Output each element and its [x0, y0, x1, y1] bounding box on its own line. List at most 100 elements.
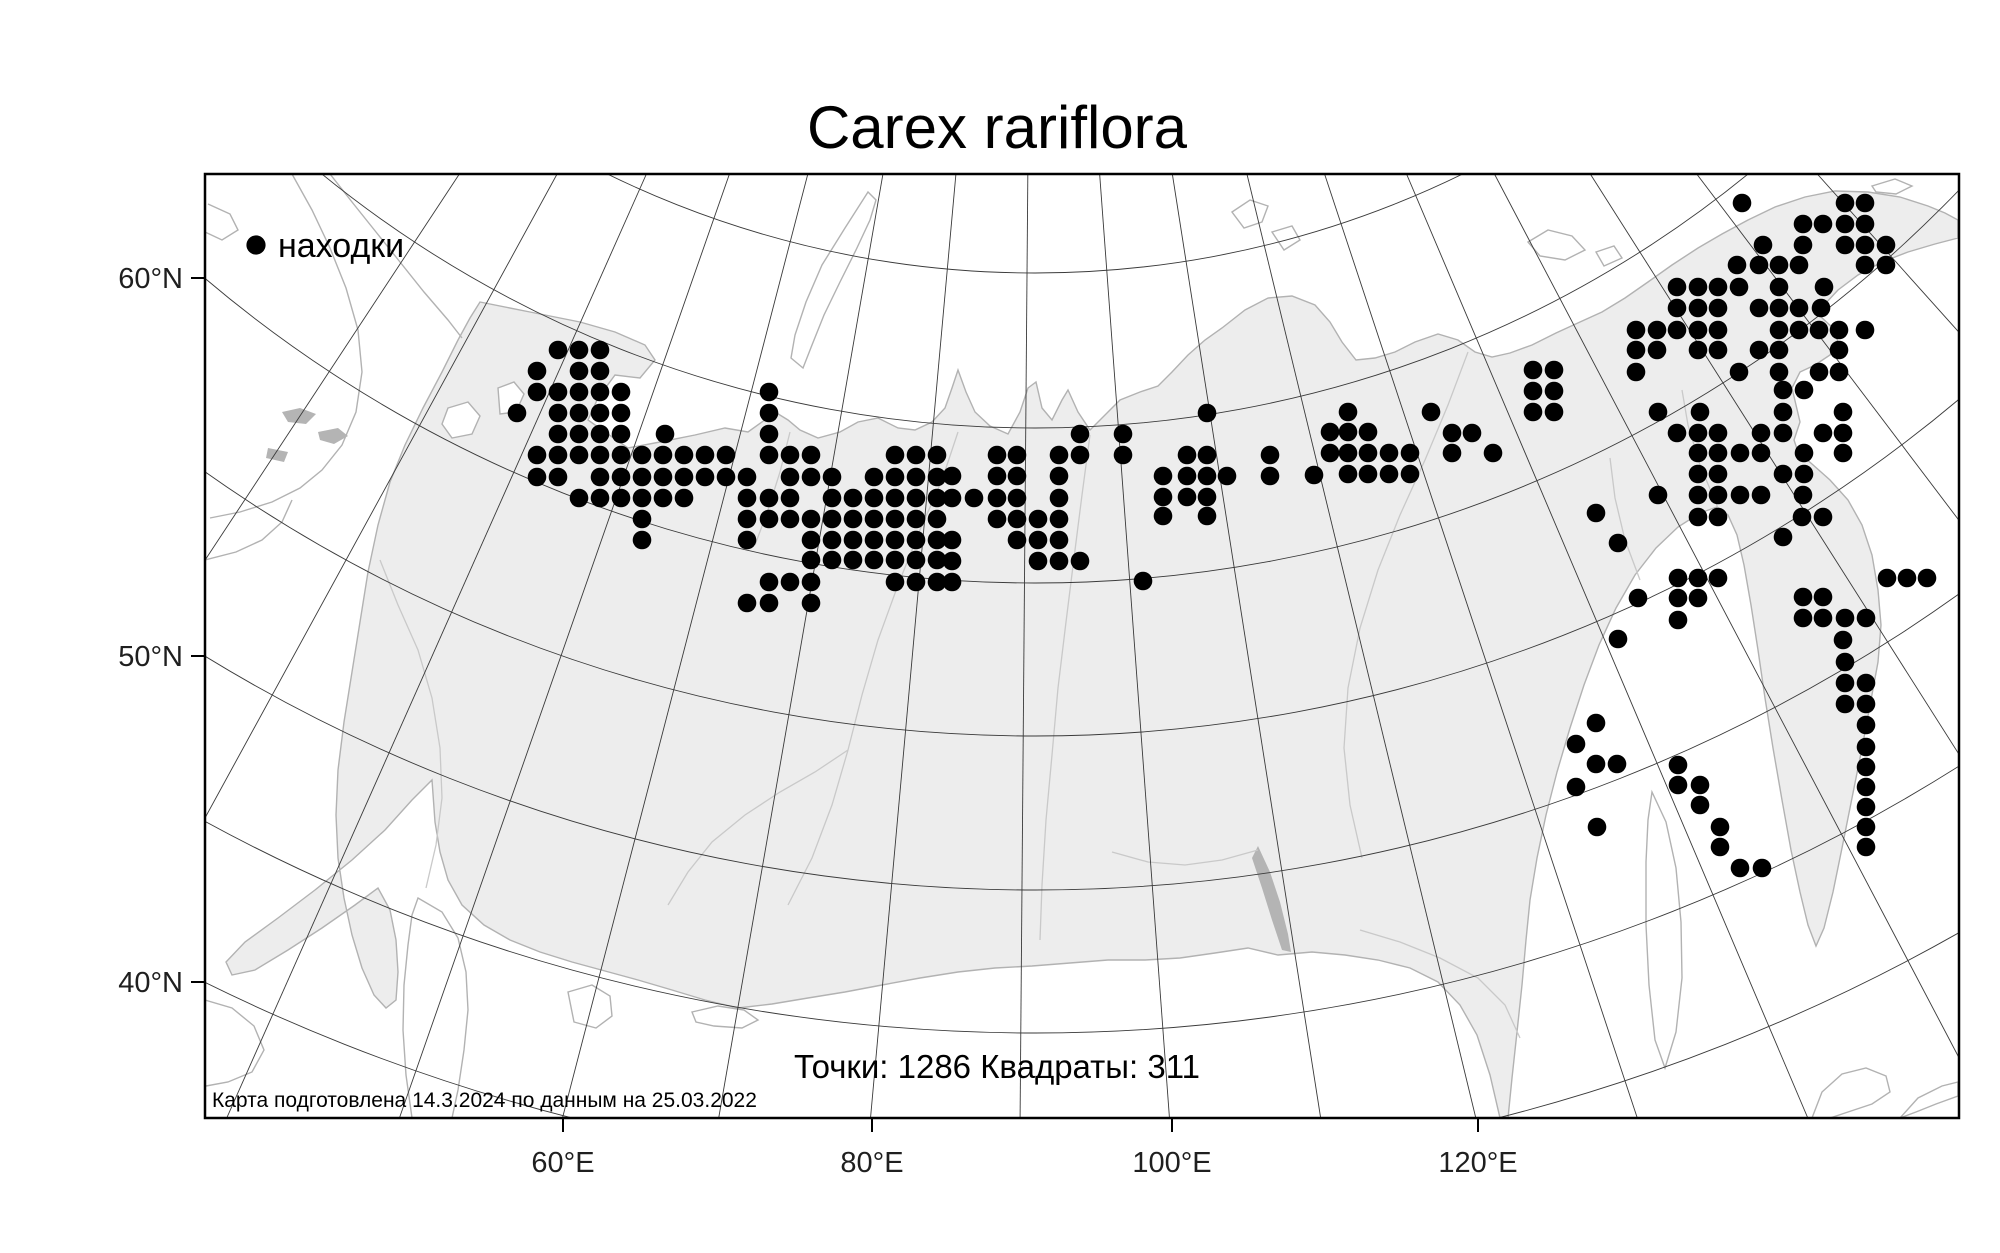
- occurrence-dot: [527, 382, 547, 402]
- river-line: [1111, 849, 1259, 866]
- river-line: [1609, 457, 1641, 581]
- lake-shape: [1252, 846, 1291, 952]
- occurrence-dot: [906, 550, 926, 570]
- occurrence-dot: [906, 445, 926, 465]
- meridian-line: [398, 174, 730, 1118]
- occurrence-dot: [1688, 320, 1708, 340]
- occurrence-dot: [1835, 673, 1855, 693]
- meridian-line: [562, 174, 809, 1118]
- occurrence-dot: [569, 445, 589, 465]
- occurrence-dot: [1358, 464, 1378, 484]
- occurrence-dot: [759, 509, 779, 529]
- occurrence-dot: [611, 403, 631, 423]
- occurrence-dot: [885, 445, 905, 465]
- occurrence-dot: [759, 445, 779, 465]
- occurrence-dot: [906, 488, 926, 508]
- meridian-line: [1171, 174, 1322, 1118]
- occurrence-dot: [1667, 298, 1687, 318]
- occurrence-dot: [1523, 402, 1543, 422]
- occurrence-dot: [1544, 360, 1564, 380]
- occurrence-dot: [1769, 255, 1789, 275]
- occurrence-dot: [653, 488, 673, 508]
- occurrence-dot: [780, 467, 800, 487]
- occurrence-dot: [1794, 380, 1814, 400]
- occurrence-dot: [1113, 424, 1133, 444]
- occurrence-dot: [1730, 485, 1750, 505]
- occurrence-dot: [1789, 320, 1809, 340]
- occurrence-dot: [1049, 488, 1069, 508]
- occurrence-dot: [822, 509, 842, 529]
- occurrence-dot: [864, 488, 884, 508]
- occurrence-dot: [843, 550, 863, 570]
- occurrence-dot: [1400, 443, 1420, 463]
- occurrence-dot: [1730, 858, 1750, 878]
- occurrence-dot: [569, 403, 589, 423]
- occurrence-dot: [1835, 214, 1855, 234]
- occurrence-dot: [1732, 193, 1752, 213]
- occurrence-dot: [822, 550, 842, 570]
- occurrence-dot: [1811, 298, 1831, 318]
- occurrence-dot: [590, 424, 610, 444]
- occurrence-dot: [632, 467, 652, 487]
- occurrence-dot: [1442, 423, 1462, 443]
- occurrence-dot: [1751, 443, 1771, 463]
- occurrence-dot: [1794, 443, 1814, 463]
- occurrence-dot: [1917, 568, 1937, 588]
- occurrence-dot: [780, 488, 800, 508]
- coastline-shape: [1899, 1081, 1959, 1118]
- occurrence-dot: [1793, 235, 1813, 255]
- occurrence-dot: [1855, 320, 1875, 340]
- occurrence-dot: [1320, 443, 1340, 463]
- occurrence-dot: [1749, 298, 1769, 318]
- occurrence-dot: [1400, 464, 1420, 484]
- occurrence-dot: [1133, 571, 1153, 591]
- occurrence-dot: [1648, 402, 1668, 422]
- occurrence-dot: [1007, 445, 1027, 465]
- lon-tick-label: 80°E: [840, 1147, 903, 1179]
- occurrence-dot: [548, 382, 568, 402]
- occurrence-dot: [1835, 694, 1855, 714]
- occurrence-dot: [1730, 443, 1750, 463]
- occurrence-dot: [759, 488, 779, 508]
- coastline-stroke: [205, 203, 239, 241]
- occurrence-dot: [527, 467, 547, 487]
- occurrence-dot: [942, 551, 962, 571]
- occurrence-dot: [1809, 320, 1829, 340]
- occurrence-dot: [1688, 298, 1708, 318]
- occurrence-dot: [864, 467, 884, 487]
- occurrence-dot: [695, 445, 715, 465]
- occurrence-dot: [674, 467, 694, 487]
- occurrence-dot: [885, 509, 905, 529]
- occurrence-dot: [1708, 443, 1728, 463]
- occurrence-dot: [1876, 255, 1896, 275]
- occurrence-dot: [1708, 568, 1728, 588]
- occurrence-dot: [1833, 402, 1853, 422]
- occurrence-dot: [1856, 608, 1876, 628]
- occurrence-dot: [864, 509, 884, 529]
- figure-title: Carex rariflora: [807, 94, 1188, 161]
- occurrence-dot: [611, 467, 631, 487]
- occurrence-dot: [1856, 715, 1876, 735]
- occurrence-dot: [906, 572, 926, 592]
- occurrence-dot: [1177, 445, 1197, 465]
- lat-tick-label: 50°N: [118, 641, 183, 673]
- occurrence-dot: [1007, 466, 1027, 486]
- occurrence-dot: [1007, 488, 1027, 508]
- occurrence-dot: [737, 467, 757, 487]
- occurrence-dot: [801, 530, 821, 550]
- occurrence-dot: [1197, 445, 1217, 465]
- occurrence-dot: [801, 550, 821, 570]
- occurrence-dot: [885, 467, 905, 487]
- occurrence-dot: [1769, 320, 1789, 340]
- occurrence-dot: [737, 509, 757, 529]
- occurrence-dot: [1856, 757, 1876, 777]
- axis-layer: 60°N 50°N 40°N 60°E 80°E 100°E 120°E: [118, 263, 1517, 1179]
- occurrence-dot: [590, 488, 610, 508]
- occurrence-dot: [1007, 530, 1027, 550]
- map-frame: [203, 172, 1961, 1120]
- occurrence-dot: [1667, 423, 1687, 443]
- occurrence-dot: [1856, 777, 1876, 797]
- occurrence-dot: [1835, 608, 1855, 628]
- occurrence-dot: [1688, 568, 1708, 588]
